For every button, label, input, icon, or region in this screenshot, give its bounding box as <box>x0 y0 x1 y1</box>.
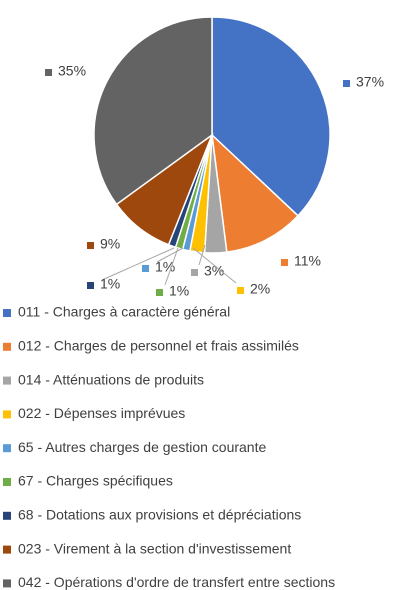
data-label: 2% <box>250 281 270 297</box>
data-label: 3% <box>204 263 224 279</box>
legend-label: 012 - Charges de personnel et frais assi… <box>18 338 299 354</box>
data-label: 1% <box>155 259 175 275</box>
legend-marker <box>3 410 11 419</box>
data-label: 35% <box>58 63 86 79</box>
leader-line <box>156 247 184 263</box>
legend-marker <box>3 478 11 486</box>
label-marker <box>87 282 94 289</box>
data-label: 11% <box>294 253 321 269</box>
legend-marker <box>3 579 11 588</box>
label-marker <box>156 289 163 296</box>
pie-slice <box>211 16 331 217</box>
label-marker <box>237 287 244 294</box>
data-label: 9% <box>100 236 120 252</box>
label-marker <box>87 242 94 249</box>
legend-marker <box>3 376 11 385</box>
leader-line <box>164 247 179 286</box>
leader-line <box>101 247 175 281</box>
data-label: 1% <box>100 276 120 292</box>
legend-marker <box>3 342 11 351</box>
legend-label: 022 - Dépenses imprévues <box>18 405 185 421</box>
legend-label: 014 - Atténuations de produits <box>18 371 204 387</box>
label-marker <box>45 69 52 76</box>
label-marker <box>191 269 198 276</box>
pie-slice <box>210 133 300 253</box>
legend-label: 67 - Charges spécifiques <box>18 473 173 489</box>
legend-marker <box>3 511 11 520</box>
legend-label: 65 - Autres charges de gestion courante <box>18 439 266 455</box>
label-marker <box>142 265 149 272</box>
legend-label: 023 - Virement à la section d'investisse… <box>18 540 291 556</box>
pie-slice <box>93 16 213 206</box>
legend-label: 011 - Charges à caractère général <box>18 304 230 320</box>
legend-marker <box>3 309 11 317</box>
legend-label: 042 - Opérations d'ordre de transfert en… <box>18 574 335 590</box>
data-label: 1% <box>169 283 189 299</box>
leader-line <box>192 247 237 284</box>
legend-label: 68 - Dotations aux provisions et dépréci… <box>18 507 301 523</box>
label-marker <box>343 80 350 87</box>
label-marker <box>281 259 288 266</box>
legend-marker <box>3 545 11 554</box>
legend-marker <box>3 444 11 453</box>
data-label: 37% <box>356 74 384 90</box>
